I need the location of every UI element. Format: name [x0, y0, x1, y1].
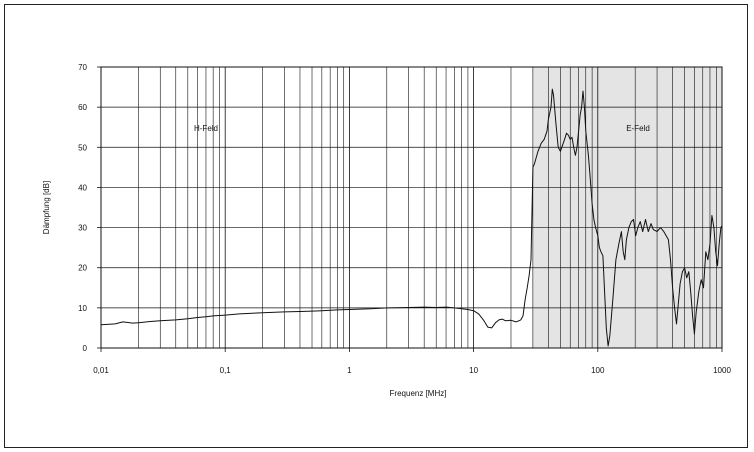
x-axis-ticks: 0,01 0,1 1 10 100 1000 [93, 348, 731, 375]
y-tick-label: 0 [83, 344, 88, 353]
h-field-label: H-Feld [194, 124, 218, 133]
y-tick-label: 60 [78, 103, 87, 112]
y-tick-label: 40 [78, 183, 87, 192]
y-axis-title: Dämpfung [dB] [42, 181, 51, 234]
y-tick-label: 70 [78, 63, 87, 72]
x-axis-title: Frequenz [MHz] [390, 389, 447, 398]
e-field-region [532, 67, 722, 348]
y-axis-ticks: 0 10 20 30 40 50 60 70 [78, 63, 101, 353]
x-tick-label: 1 [347, 366, 352, 375]
y-tick-label: 30 [78, 224, 87, 233]
x-tick-label: 1000 [713, 366, 731, 375]
x-tick-label: 0,01 [93, 366, 109, 375]
plot-border [100, 66, 723, 349]
x-tick-label: 0,1 [220, 366, 232, 375]
x-tick-label: 10 [469, 366, 478, 375]
x-tick-label: 100 [591, 366, 605, 375]
y-tick-label: 20 [78, 264, 87, 273]
e-field-label: E-Feld [626, 124, 650, 133]
y-tick-label: 10 [78, 304, 87, 313]
attenuation-curve [100, 88, 723, 347]
y-tick-label: 50 [78, 143, 87, 152]
